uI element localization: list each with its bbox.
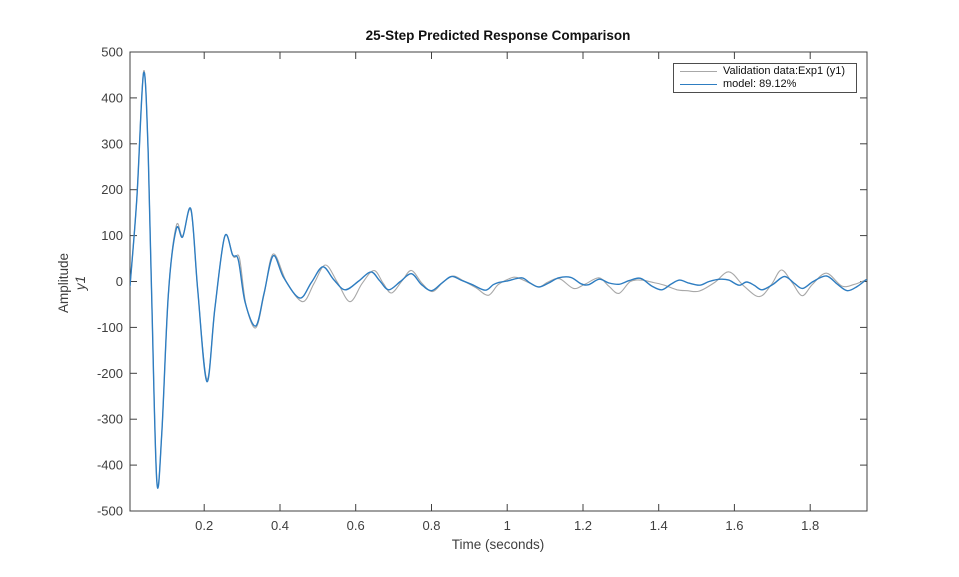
data-curves bbox=[130, 70, 867, 489]
x-tick-label: 1.8 bbox=[801, 518, 819, 533]
x-tick-label: 1.6 bbox=[725, 518, 743, 533]
y-tick-label: -400 bbox=[97, 458, 123, 473]
y-tick-label: -100 bbox=[97, 320, 123, 335]
x-tick-label: 1.2 bbox=[574, 518, 592, 533]
x-tick-label: 0.8 bbox=[422, 518, 440, 533]
x-tick-label: 1 bbox=[504, 518, 511, 533]
chart-title: 25-Step Predicted Response Comparison bbox=[366, 28, 631, 43]
y-tick-label: 500 bbox=[101, 45, 123, 60]
x-tick-label: 0.4 bbox=[271, 518, 289, 533]
y-tick-label: -200 bbox=[97, 366, 123, 381]
legend-line-sample bbox=[680, 84, 717, 85]
x-tick-label: 1.4 bbox=[650, 518, 668, 533]
legend-label: Validation data:Exp1 (y1) bbox=[723, 65, 846, 77]
legend-label: model: 89.12% bbox=[723, 78, 797, 90]
plot-box bbox=[129, 51, 868, 512]
y-tick-label: 400 bbox=[101, 90, 123, 105]
y-axis-sublabel: y1 bbox=[73, 276, 88, 291]
x-axis-label: Time (seconds) bbox=[452, 537, 545, 552]
legend-line-sample bbox=[680, 71, 717, 72]
legend-item: Validation data:Exp1 (y1) bbox=[680, 65, 853, 78]
y-tick-label: 100 bbox=[101, 228, 123, 243]
legend: Validation data:Exp1 (y1) model: 89.12% bbox=[673, 63, 857, 93]
y-tick-label: 300 bbox=[101, 136, 123, 151]
y-tick-label: -500 bbox=[97, 504, 123, 519]
legend-item: model: 89.12% bbox=[680, 78, 853, 91]
model-line bbox=[130, 71, 867, 489]
y-tick-label: 0 bbox=[116, 274, 123, 289]
y-tick-label: -300 bbox=[97, 412, 123, 427]
y-tick-label: 200 bbox=[101, 182, 123, 197]
validation-data-line bbox=[130, 70, 867, 488]
x-tick-label: 0.2 bbox=[195, 518, 213, 533]
axes: 0.2 0.4 0.6 0.8 1 1.2 1.4 1.6 1.8 -500 -400 -300 -20… bbox=[97, 45, 868, 533]
y-axis-label: Amplitude bbox=[56, 253, 71, 313]
x-tick-label: 0.6 bbox=[347, 518, 365, 533]
